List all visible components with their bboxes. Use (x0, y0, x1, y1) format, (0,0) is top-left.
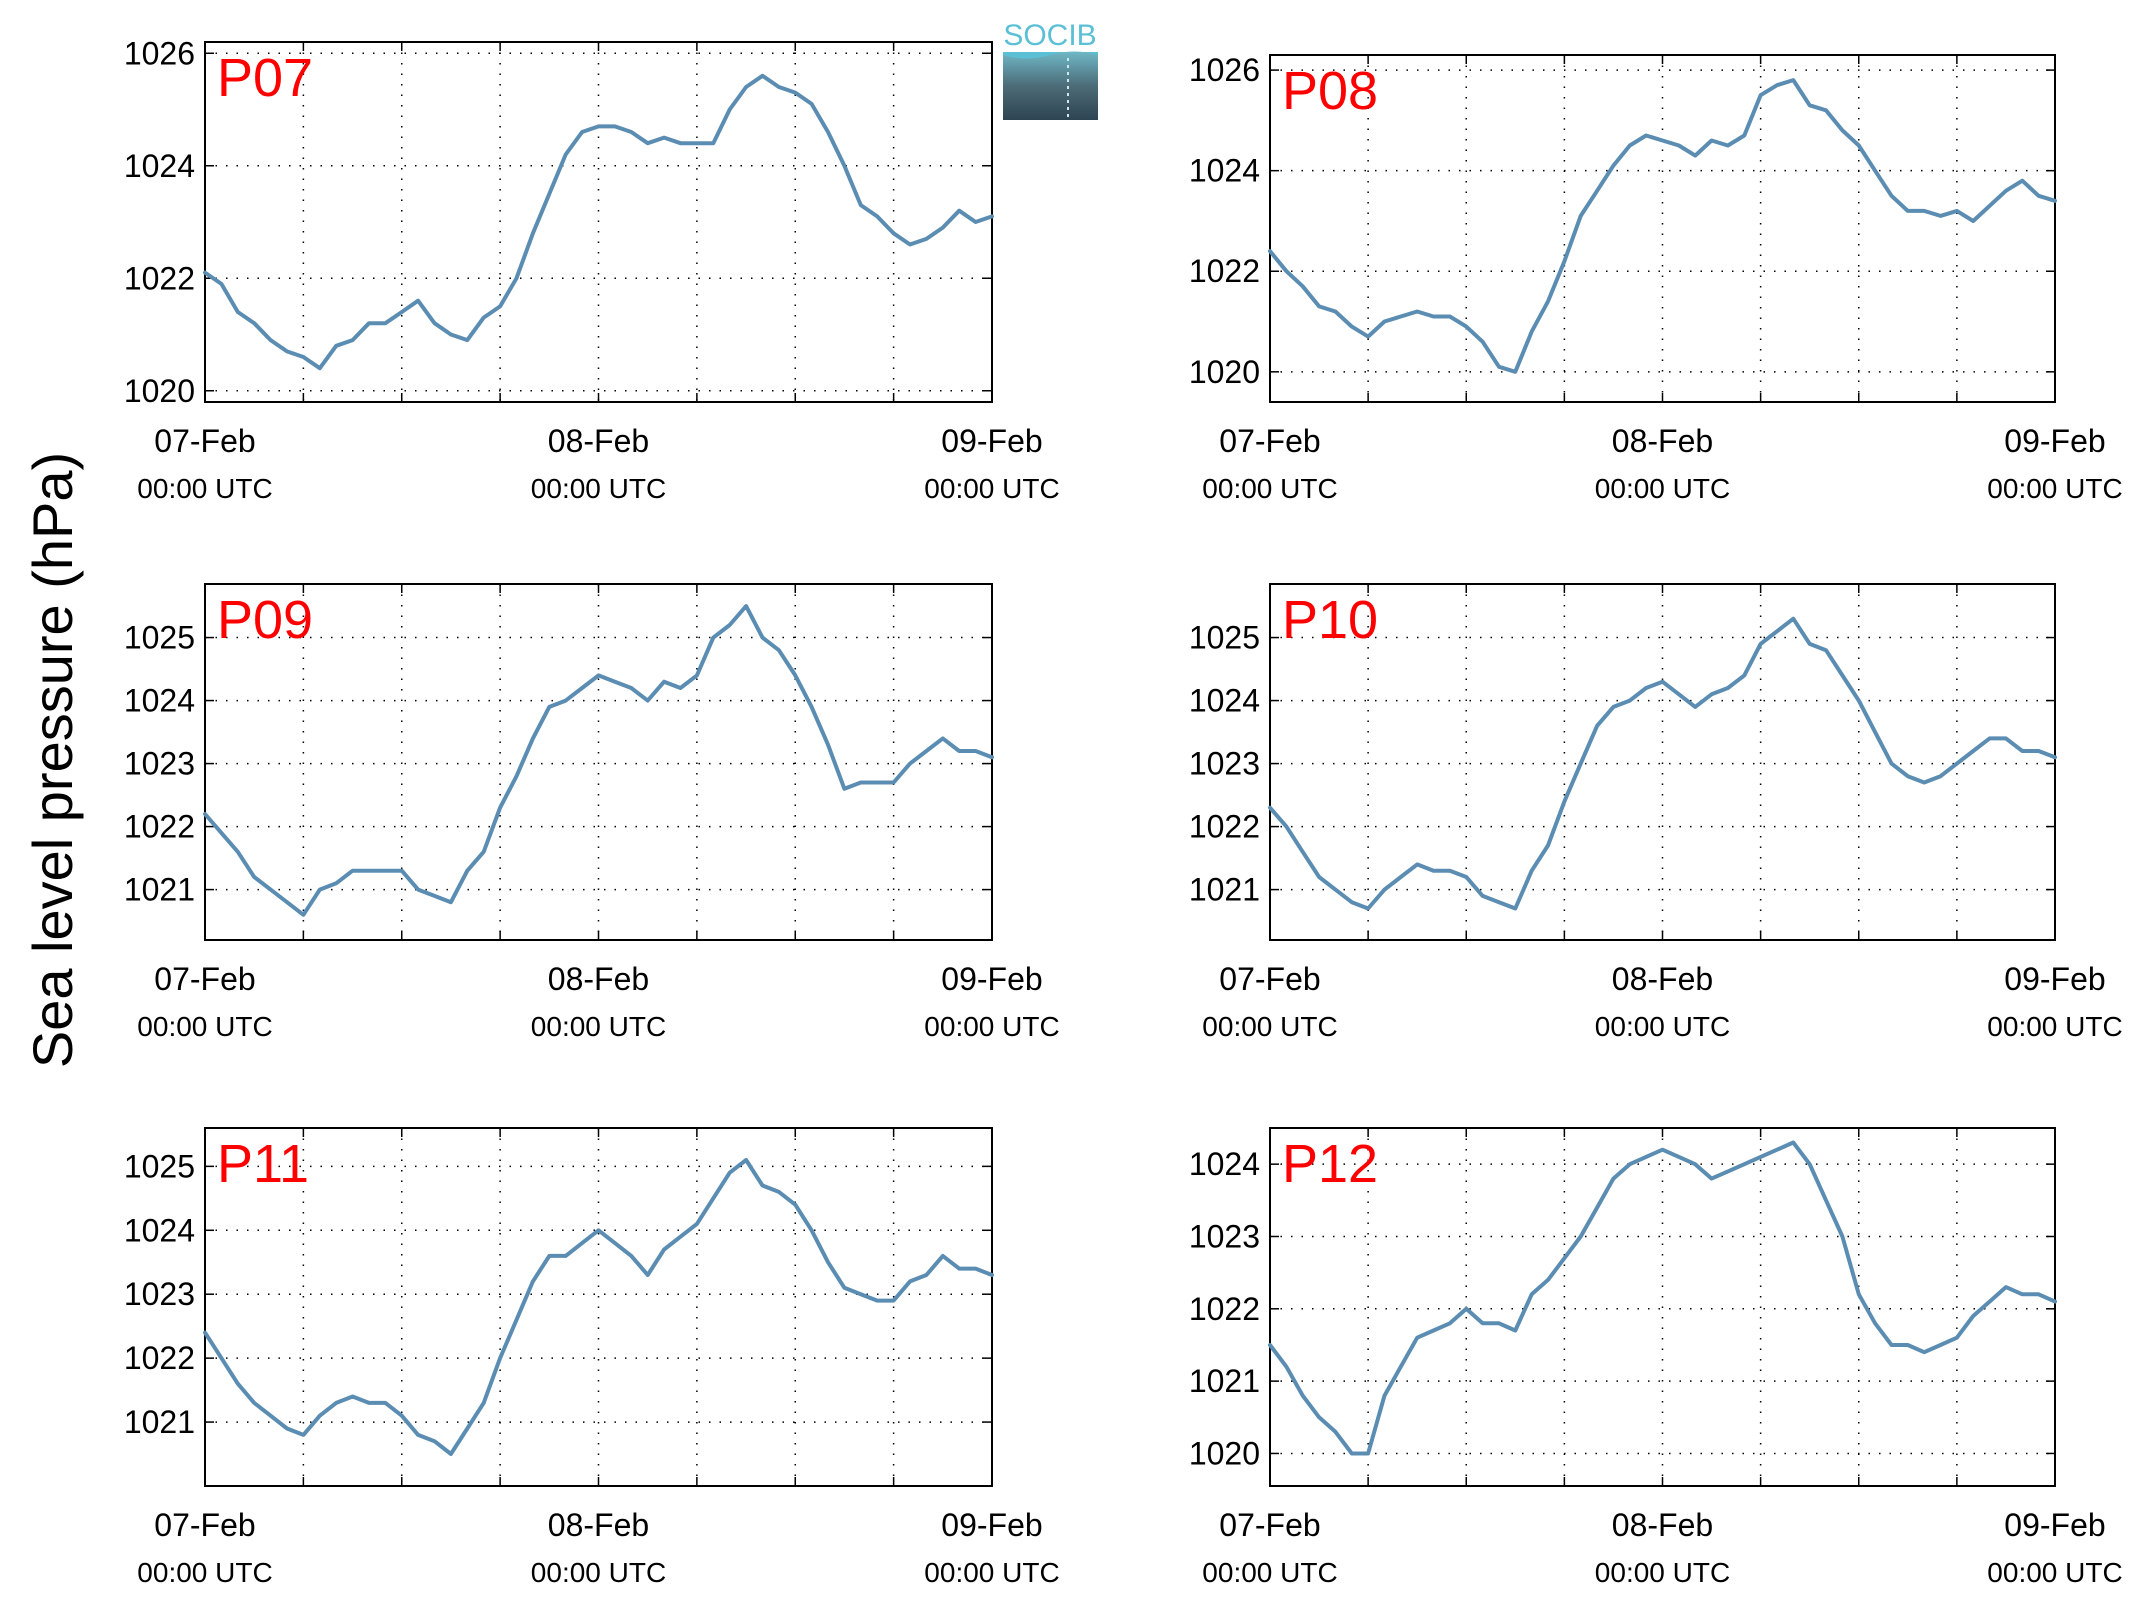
panel-label-p09: P09 (217, 590, 313, 650)
x-tick-label: 08-Feb (1612, 961, 1713, 997)
x-tick-label: 07-Feb (154, 1507, 255, 1543)
x-tick-label: 08-Feb (548, 1507, 649, 1543)
x-tick-label: 09-Feb (2004, 1507, 2105, 1543)
x-tick-sublabel: 00:00 UTC (1595, 1011, 1730, 1042)
x-tick-sublabel: 00:00 UTC (924, 1557, 1059, 1588)
y-tick-label: 1020 (124, 373, 195, 409)
y-tick-label: 1026 (124, 35, 195, 71)
y-tick-label: 1022 (124, 1340, 195, 1376)
x-tick-sublabel: 00:00 UTC (1595, 1557, 1730, 1588)
axes-frame (204, 583, 993, 941)
chart-panel-p12: 1020 1021 1022 1023 1024 07-Feb 00:00 UTC 08-Fe… (1189, 1127, 2123, 1588)
series-line-p08 (1268, 78, 2057, 374)
series-line-p10 (1268, 616, 2057, 911)
y-tick-label: 1023 (124, 746, 195, 782)
x-tick-label: 08-Feb (1612, 1507, 1713, 1543)
x-tick-label: 07-Feb (1219, 961, 1320, 997)
y-tick-label: 1025 (124, 1148, 195, 1184)
x-tick-label: 08-Feb (548, 423, 649, 459)
x-tick-sublabel: 00:00 UTC (1987, 1011, 2122, 1042)
x-tick-sublabel: 00:00 UTC (1595, 473, 1730, 504)
y-tick-label: 1023 (1189, 1218, 1260, 1254)
x-tick-sublabel: 00:00 UTC (1202, 473, 1337, 504)
y-tick-label: 1026 (1189, 52, 1260, 88)
series-line-p07 (203, 73, 994, 371)
x-tick-sublabel: 00:00 UTC (137, 1011, 272, 1042)
chart-panel-p08: 1020 1022 1024 1026 07-Feb 00:00 UTC 08-Feb 00:… (1189, 52, 2123, 504)
x-tick-sublabel: 00:00 UTC (531, 1557, 666, 1588)
axes-frame (1269, 583, 2056, 941)
x-tick-label: 09-Feb (2004, 423, 2105, 459)
socib-logo-graphic (1003, 52, 1098, 120)
y-tick-label: 1024 (1189, 1146, 1260, 1182)
axes-frame (1269, 54, 2056, 403)
y-axis-label: Sea level pressure (hPa) (21, 452, 84, 1068)
panel-label-p08: P08 (1282, 61, 1378, 121)
series-line-p11 (203, 1158, 994, 1456)
x-tick-label: 08-Feb (548, 961, 649, 997)
x-tick-sublabel: 00:00 UTC (531, 473, 666, 504)
x-tick-sublabel: 00:00 UTC (1202, 1557, 1337, 1588)
x-tick-sublabel: 00:00 UTC (924, 1011, 1059, 1042)
x-tick-sublabel: 00:00 UTC (1987, 1557, 2122, 1588)
y-tick-label: 1021 (124, 1404, 195, 1440)
x-tick-label: 07-Feb (154, 423, 255, 459)
y-tick-label: 1021 (1189, 1363, 1260, 1399)
x-tick-label: 07-Feb (154, 961, 255, 997)
chart-panel-p11: 1021 1022 1023 1024 1025 07-Feb 00:00 UTC 08-Fe… (124, 1127, 1060, 1588)
y-tick-label: 1023 (124, 1276, 195, 1312)
y-tick-label: 1024 (1189, 683, 1260, 719)
x-tick-label: 09-Feb (941, 423, 1042, 459)
panel-label-p11: P11 (217, 1134, 309, 1194)
y-tick-label: 1024 (124, 683, 195, 719)
chart-panel-p09: 1021 1022 1023 1024 1025 07-Feb 00:00 UTC 08-Fe… (124, 583, 1060, 1042)
y-tick-label: 1022 (1189, 1291, 1260, 1327)
panel-label-p07: P07 (217, 48, 313, 108)
x-tick-sublabel: 00:00 UTC (1987, 473, 2122, 504)
panel-label-p10: P10 (1282, 590, 1378, 650)
y-tick-label: 1022 (124, 809, 195, 845)
y-tick-label: 1020 (1189, 354, 1260, 390)
socib-logo-text: SOCIB (1003, 19, 1096, 52)
x-tick-sublabel: 00:00 UTC (137, 1557, 272, 1588)
x-tick-sublabel: 00:00 UTC (531, 1011, 666, 1042)
y-tick-label: 1020 (1189, 1435, 1260, 1471)
y-tick-label: 1025 (1189, 620, 1260, 656)
y-tick-label: 1021 (1189, 872, 1260, 908)
y-tick-label: 1025 (124, 620, 195, 656)
chart-panel-p10: 1021 1022 1023 1024 1025 07-Feb 00:00 UTC 08-Fe… (1189, 583, 2123, 1042)
x-tick-label: 09-Feb (941, 961, 1042, 997)
y-tick-label: 1023 (1189, 746, 1260, 782)
axes-frame (204, 41, 993, 403)
y-tick-label: 1024 (124, 1212, 195, 1248)
panels: 1020 1022 1024 1026 07-Feb 00:00 UTC 08-Feb 00:… (124, 35, 2123, 1588)
series-line-p12 (1268, 1140, 2057, 1456)
x-tick-sublabel: 00:00 UTC (1202, 1011, 1337, 1042)
y-tick-label: 1022 (1189, 253, 1260, 289)
x-tick-label: 08-Feb (1612, 423, 1713, 459)
y-tick-label: 1024 (124, 148, 195, 184)
y-tick-label: 1022 (124, 260, 195, 296)
socib-logo: SOCIB (1003, 19, 1098, 120)
x-tick-sublabel: 00:00 UTC (924, 473, 1059, 504)
x-tick-label: 09-Feb (941, 1507, 1042, 1543)
axes-frame (204, 1127, 993, 1487)
x-tick-label: 07-Feb (1219, 1507, 1320, 1543)
y-tick-label: 1022 (1189, 809, 1260, 845)
chart-panel-p07: 1020 1022 1024 1026 07-Feb 00:00 UTC 08-Feb 00:… (124, 35, 1060, 504)
series-line-p09 (203, 604, 994, 917)
y-tick-label: 1024 (1189, 153, 1260, 189)
panel-label-p12: P12 (1282, 1134, 1378, 1194)
x-tick-label: 09-Feb (2004, 961, 2105, 997)
socib-logo-wave (1003, 51, 1098, 59)
x-tick-sublabel: 00:00 UTC (137, 473, 272, 504)
x-tick-label: 07-Feb (1219, 423, 1320, 459)
axes-frame (1269, 1127, 2056, 1487)
y-tick-label: 1021 (124, 872, 195, 908)
